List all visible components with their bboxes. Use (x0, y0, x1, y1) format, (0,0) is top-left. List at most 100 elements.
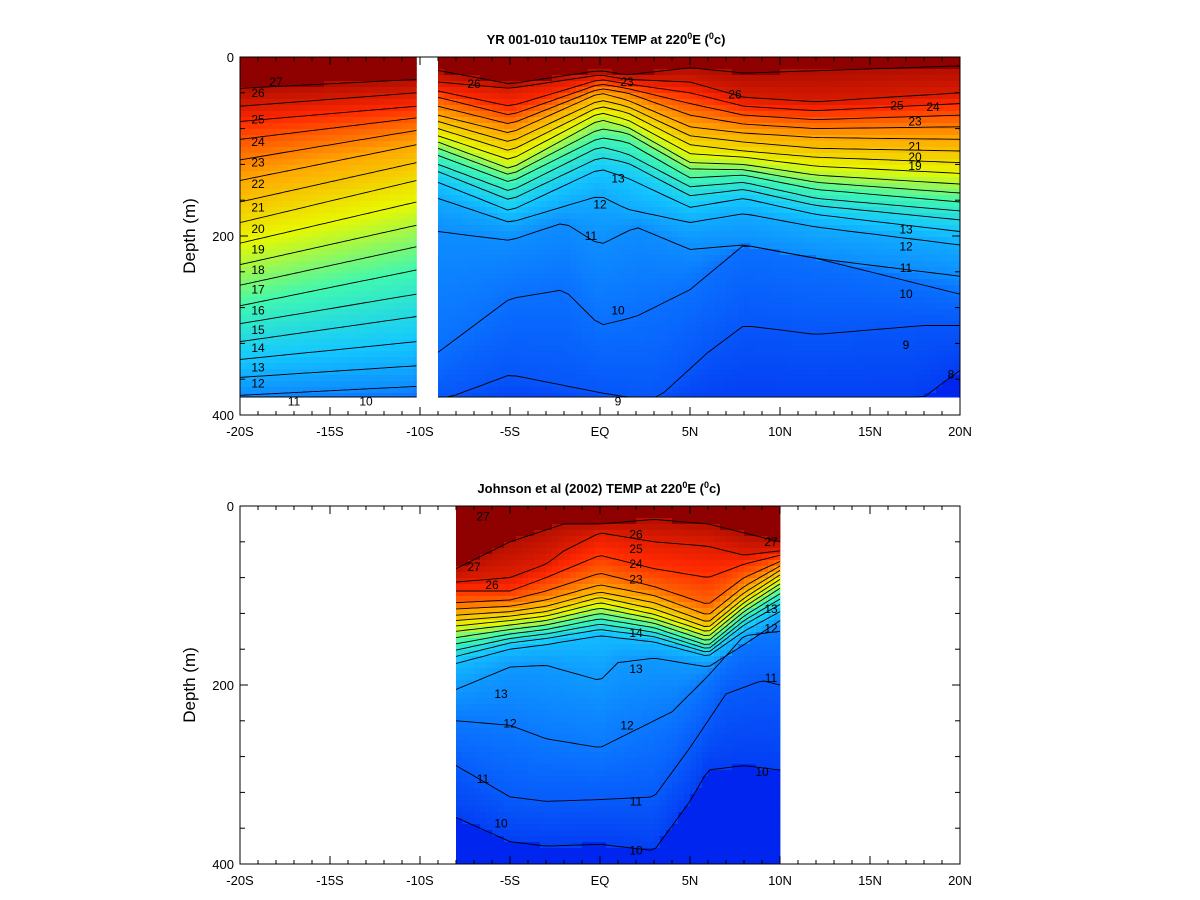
heatmap-cell (402, 375, 409, 382)
heatmap-cell (276, 351, 283, 358)
heatmap-cell (438, 249, 445, 256)
heatmap-cell (258, 303, 265, 310)
heatmap-cell (588, 165, 595, 172)
heatmap-cell (780, 243, 787, 250)
heatmap-cell (282, 255, 289, 262)
heatmap-cell (498, 225, 505, 232)
heatmap-cell (768, 315, 775, 322)
heatmap-cell (276, 207, 283, 214)
heatmap-cell (738, 141, 745, 148)
heatmap-cell (648, 177, 655, 184)
heatmap-cell (246, 201, 253, 208)
heatmap-cell (774, 261, 781, 268)
heatmap-cell (564, 99, 571, 106)
heatmap-cell (246, 267, 253, 274)
heatmap-cell (660, 147, 667, 154)
heatmap-cell (744, 333, 751, 340)
heatmap-cell (720, 285, 727, 292)
heatmap-cell (312, 393, 319, 398)
heatmap-cell (336, 69, 343, 76)
heatmap-cell (732, 369, 739, 376)
heatmap-cell (408, 333, 415, 340)
heatmap-cell (342, 255, 349, 262)
heatmap-cell (444, 351, 451, 358)
heatmap-cell (612, 201, 619, 208)
heatmap-cell (612, 177, 619, 184)
heatmap-cell (252, 165, 259, 172)
heatmap-cell (378, 69, 385, 76)
heatmap-cell (300, 291, 307, 298)
heatmap-cell (348, 375, 355, 382)
heatmap-cell (522, 369, 529, 376)
heatmap-cell (318, 363, 325, 370)
heatmap-cell (360, 123, 367, 130)
heatmap-cell (378, 279, 385, 286)
heatmap-cell (408, 81, 415, 88)
heatmap-cell (558, 309, 565, 316)
heatmap-cell (240, 69, 247, 76)
heatmap-cell (474, 363, 481, 370)
heatmap-cell (486, 75, 493, 82)
heatmap-cell (774, 189, 781, 196)
heatmap-cell (750, 279, 757, 286)
heatmap-cell (576, 321, 583, 328)
heatmap-cell (354, 267, 361, 274)
heatmap-cell (468, 231, 475, 238)
heatmap-cell (480, 369, 487, 376)
heatmap-cell (738, 57, 745, 64)
heatmap-cell (672, 129, 679, 136)
heatmap-cell (324, 183, 331, 190)
heatmap-cell (342, 369, 349, 376)
heatmap-cell (780, 255, 787, 262)
heatmap-cell (588, 279, 595, 286)
heatmap-cell (402, 123, 409, 130)
heatmap-cell (720, 387, 727, 394)
heatmap-cell (498, 345, 505, 352)
heatmap-cell (618, 123, 625, 130)
heatmap-cell (726, 147, 733, 154)
heatmap-cell (306, 195, 313, 202)
heatmap-cell (684, 351, 691, 358)
heatmap-cell (738, 189, 745, 196)
heatmap-cell (636, 177, 643, 184)
heatmap-cell (654, 381, 661, 388)
heatmap-cell (774, 303, 781, 310)
heatmap-cell (582, 99, 589, 106)
heatmap-cell (354, 183, 361, 190)
heatmap-cell (522, 255, 529, 262)
heatmap-cell (492, 387, 499, 394)
heatmap-cell (642, 363, 649, 370)
heatmap-cell (720, 63, 727, 70)
heatmap-cell (720, 303, 727, 310)
heatmap-cell (528, 75, 535, 82)
heatmap-cell (312, 141, 319, 148)
heatmap-cell (456, 285, 463, 292)
heatmap-cell (624, 207, 631, 214)
heatmap-cell (252, 321, 259, 328)
heatmap-cell (336, 159, 343, 166)
heatmap-cell (342, 195, 349, 202)
heatmap-cell (528, 375, 535, 382)
heatmap-cell (546, 291, 553, 298)
heatmap-cell (390, 375, 397, 382)
heatmap-cell (570, 159, 577, 166)
heatmap-cell (600, 255, 607, 262)
heatmap-cell (642, 273, 649, 280)
heatmap-cell (462, 285, 469, 292)
heatmap-cell (738, 99, 745, 106)
heatmap-cell (318, 153, 325, 160)
heatmap-cell (576, 123, 583, 130)
heatmap-cell (546, 309, 553, 316)
heatmap-cell (330, 177, 337, 184)
heatmap-cell (240, 207, 247, 214)
heatmap-cell (306, 249, 313, 256)
heatmap-cell (720, 135, 727, 142)
heatmap-cell (504, 387, 511, 394)
heatmap-cell (378, 315, 385, 322)
heatmap-cell (276, 63, 283, 70)
heatmap-cell (462, 255, 469, 262)
heatmap-cell (450, 255, 457, 262)
heatmap-cell (678, 135, 685, 142)
heatmap-cell (570, 57, 577, 64)
heatmap-cell (270, 87, 277, 94)
